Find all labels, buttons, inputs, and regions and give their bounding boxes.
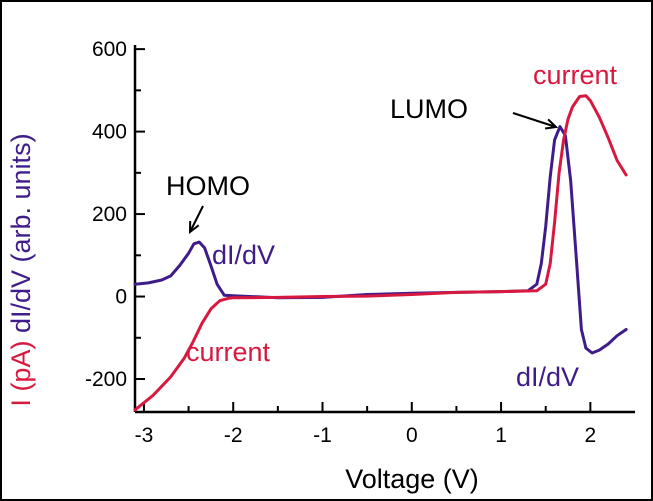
y-tick-label: 400 (92, 121, 127, 144)
y-tick-label: 600 (92, 38, 127, 61)
x-tick-label: -2 (224, 424, 243, 447)
annotations-layer: current LUMO HOMO dI/dV current dI/dV (166, 60, 618, 392)
annotation-didv-left: dI/dV (212, 240, 275, 270)
y-title-part: dI/dV (arb. units) (6, 133, 36, 333)
x-axis: -3 -2 -1 0 1 2 (135, 402, 635, 447)
lumo-arrow-head (544, 118, 559, 130)
x-tick-label: 2 (585, 424, 597, 447)
y-title-part: I (pA) (6, 341, 36, 407)
annotation-didv-right: dI/dV (516, 362, 579, 392)
y-axis-title: I (pA) dI/dV (arb. units) (6, 133, 36, 406)
x-tick-label: 0 (406, 424, 418, 447)
y-title-spacer (6, 333, 36, 341)
x-tick-label: 1 (495, 424, 507, 447)
y-axis: -200 0 200 400 600 (85, 38, 145, 412)
annotation-homo: HOMO (166, 171, 250, 201)
x-axis-title: Voltage (V) (345, 464, 479, 494)
series-layer (133, 94, 628, 412)
annotation-current-left: current (186, 337, 271, 367)
homo-arrow (189, 205, 204, 233)
x-tick-label: -3 (135, 424, 154, 447)
annotation-lumo: LUMO (390, 94, 468, 124)
lumo-arrow (512, 112, 557, 128)
y-tick-label: 0 (115, 286, 127, 309)
y-tick-label: 200 (92, 203, 127, 226)
homo-arrow-head (188, 220, 200, 235)
annotation-current-top: current (533, 60, 618, 90)
y-tick-label: -200 (85, 368, 127, 391)
series-current-line (133, 94, 628, 412)
x-tick-label: -1 (313, 424, 332, 447)
